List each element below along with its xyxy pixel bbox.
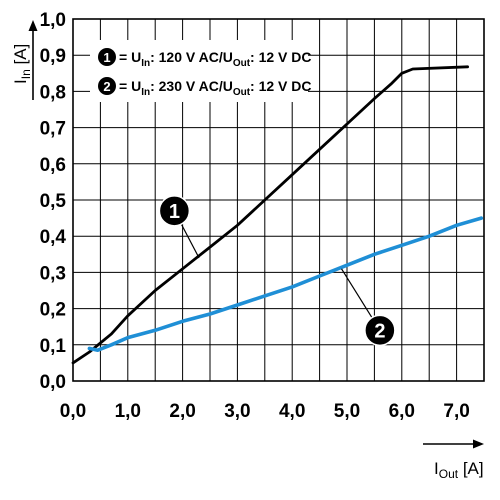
x-axis-title: IOut [A] [423,439,484,481]
plot-frame [72,18,485,382]
x-tick-label: 3,0 [224,401,250,422]
legend: 1 = UIn: 120 V AC/UOut: 12 V DC 2 = UIn:… [90,40,312,102]
annotations: 12 [158,195,396,347]
y-tick-label: 0,3 [40,263,66,284]
legend-box [90,40,308,102]
x-tick-label: 6,0 [389,401,415,422]
legend-badge-1 [98,48,116,66]
x-tick-label: 1,0 [115,401,141,422]
y-tick-label: 0,2 [40,300,66,321]
y-tick-label: 0,0 [40,372,66,393]
series-line-1 [71,65,470,365]
y-axis-arrowhead [28,20,38,31]
x-axis-arrowhead [473,439,484,449]
y-tick-label: 1,0 [40,10,66,31]
legend-entry-2: 2 = UIn: 230 V AC/UOut: 12 V DC [98,77,312,98]
x-tick-label: 2,0 [169,401,195,422]
y-tick-label: 0,8 [40,82,66,103]
series-lines [71,65,484,365]
legend-entry-2-text: = UIn: 230 V AC/UOut: 12 V DC [119,78,312,98]
x-tick-label: 0,0 [60,401,86,422]
y-tick-label: 0,9 [40,46,66,67]
y-axis-title-text: IIn [A] [11,44,33,84]
annotation-badge-label-2: 2 [374,320,385,342]
x-axis-title-text: IOut [A] [434,459,484,481]
annotation-badge-2 [364,314,396,347]
y-axis-title: IIn [A] [11,20,38,100]
plot-border [72,18,485,382]
x-tick-label: 4,0 [279,401,305,422]
y-tick-label: 0,4 [40,227,67,248]
series-line-2 [87,216,484,353]
legend-entry-1-text: = UIn: 120 V AC/UOut: 12 V DC [119,49,312,69]
x-tick-label: 5,0 [334,401,360,422]
legend-badge-2-label: 2 [103,79,110,94]
y-tick-label: 0,6 [40,155,66,176]
y-tick-label: 0,1 [40,336,67,357]
y-tick-label: 0,7 [40,119,66,140]
tick-labels: 0,0 1,0 2,0 3,0 4,0 5,0 6,0 7,0 0,0 0,1 0,2 0,3 0,4 0… [40,10,470,422]
legend-entry-1: 1 = UIn: 120 V AC/UOut: 12 V DC [98,48,312,69]
x-tick-label: 7,0 [443,401,469,422]
legend-badge-1-label: 1 [103,50,110,65]
legend-badge-2 [98,77,116,95]
annotation-badge-label-1: 1 [169,201,180,223]
y-tick-label: 0,5 [40,191,67,212]
annotation-badge-1 [158,195,191,227]
